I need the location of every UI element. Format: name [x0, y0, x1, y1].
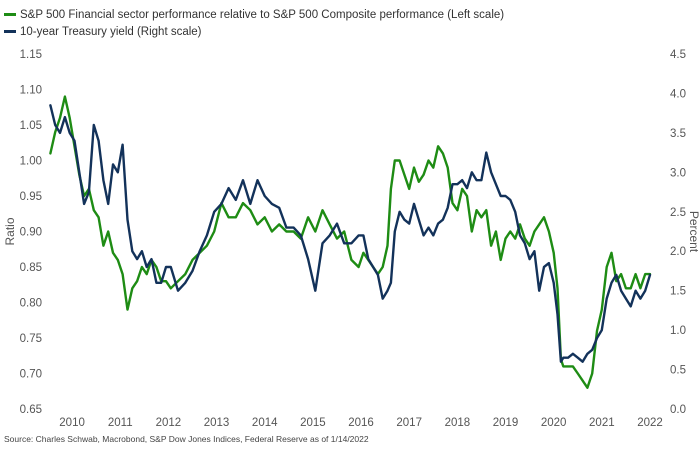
legend-label-financials: S&P 500 Financial sector performance rel…: [20, 8, 505, 21]
right-tick-label: 2.5: [670, 207, 686, 219]
x-tick-label: 2013: [204, 417, 230, 429]
x-tick-label: 2020: [541, 417, 567, 429]
x-tick-label: 2010: [59, 417, 85, 429]
x-tick-label: 2022: [637, 417, 663, 429]
right-axis-ticks: 0.0 0.5 1.0 1.5 2.0 2.5 3.0 3.5 4.0 4.5: [670, 49, 686, 416]
left-tick-label: 0.70: [20, 369, 42, 381]
right-tick-label: 4.5: [670, 49, 686, 61]
right-tick-label: 4.0: [670, 88, 686, 100]
left-tick-label: 0.65: [20, 404, 42, 416]
legend-label-treasury: 10-year Treasury yield (Right scale): [20, 25, 202, 38]
x-tick-label: 2021: [589, 417, 615, 429]
legend-swatch-treasury: [4, 30, 16, 33]
left-tick-label: 1.00: [20, 156, 42, 168]
x-tick-label: 2017: [396, 417, 422, 429]
left-tick-label: 0.95: [20, 191, 42, 203]
left-tick-label: 0.80: [20, 298, 42, 310]
left-tick-label: 1.10: [20, 85, 42, 97]
source-note: Source: Charles Schwab, Macrobond, S&P D…: [4, 434, 369, 444]
right-tick-label: 3.5: [670, 128, 686, 140]
left-tick-label: 1.05: [20, 120, 42, 132]
left-tick-label: 1.15: [20, 49, 42, 61]
right-tick-label: 1.0: [670, 325, 686, 337]
legend-item-financials: S&P 500 Financial sector performance rel…: [4, 6, 504, 23]
left-tick-label: 0.75: [20, 333, 42, 345]
right-tick-label: 1.5: [670, 286, 686, 298]
x-tick-label: 2016: [348, 417, 374, 429]
chart-legend: S&P 500 Financial sector performance rel…: [4, 6, 504, 40]
x-tick-label: 2015: [300, 417, 326, 429]
series-layer: [49, 95, 652, 389]
right-tick-label: 3.0: [670, 167, 686, 179]
legend-swatch-financials: [4, 13, 16, 16]
x-axis-ticks: 2010 2011 2012 2013 2014 2015 2016 2017 2018 2019…: [59, 417, 663, 429]
x-tick-label: 2011: [108, 417, 133, 429]
left-tick-label: 0.85: [20, 262, 42, 274]
x-tick-label: 2014: [252, 417, 278, 429]
right-tick-label: 0.5: [670, 365, 686, 377]
left-axis-ticks: 0.65 0.70 0.75 0.80 0.85 0.90 0.95 1.00 1.05 1.10…: [20, 49, 42, 416]
x-tick-label: 2019: [493, 417, 519, 429]
right-axis-title: Percent: [687, 211, 700, 253]
left-tick-label: 0.90: [20, 227, 42, 239]
x-tick-label: 2018: [445, 417, 471, 429]
right-tick-label: 0.0: [670, 404, 686, 416]
legend-item-treasury: 10-year Treasury yield (Right scale): [4, 23, 504, 40]
right-tick-label: 2.0: [670, 246, 686, 258]
x-tick-label: 2012: [156, 417, 182, 429]
left-axis-title: Ratio: [3, 217, 17, 245]
series-line-treasury: [49, 104, 652, 363]
